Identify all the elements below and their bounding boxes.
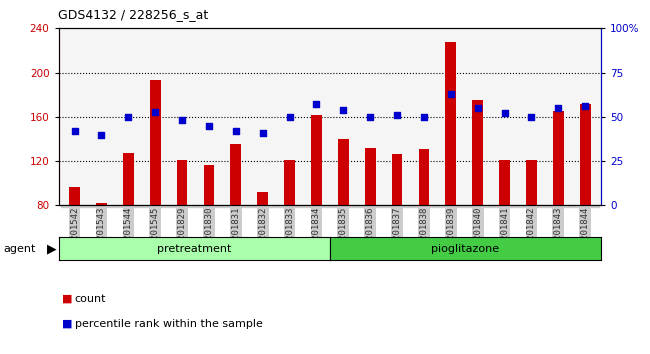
- Text: agent: agent: [3, 244, 36, 254]
- Bar: [357, 205, 384, 207]
- Bar: [473, 100, 483, 205]
- Bar: [150, 80, 161, 205]
- Bar: [518, 205, 545, 207]
- Bar: [88, 205, 115, 207]
- Bar: [330, 205, 357, 207]
- Bar: [284, 160, 295, 205]
- Point: [526, 114, 537, 120]
- Point: [580, 103, 590, 109]
- Bar: [365, 148, 376, 205]
- Bar: [257, 192, 268, 205]
- Text: GDS4132 / 228256_s_at: GDS4132 / 228256_s_at: [58, 8, 209, 21]
- Bar: [572, 205, 599, 207]
- Bar: [392, 154, 402, 205]
- Point: [311, 102, 322, 107]
- Bar: [338, 139, 348, 205]
- Bar: [203, 166, 214, 205]
- Text: ■: ■: [62, 294, 72, 304]
- Bar: [384, 205, 411, 207]
- Point: [203, 123, 214, 129]
- Bar: [464, 205, 491, 207]
- Bar: [491, 205, 518, 207]
- Point: [231, 128, 241, 134]
- Point: [177, 118, 187, 123]
- Text: ▶: ▶: [47, 242, 57, 255]
- Point: [96, 132, 107, 137]
- Point: [419, 114, 429, 120]
- Bar: [249, 205, 276, 207]
- Point: [365, 114, 376, 120]
- Bar: [231, 144, 241, 205]
- Text: count: count: [75, 294, 106, 304]
- Bar: [545, 205, 572, 207]
- Point: [338, 107, 348, 113]
- Bar: [123, 153, 134, 205]
- Bar: [526, 160, 537, 205]
- Bar: [437, 205, 464, 207]
- Point: [499, 110, 510, 116]
- Bar: [222, 205, 249, 207]
- Text: pioglitazone: pioglitazone: [432, 244, 500, 254]
- Point: [284, 114, 294, 120]
- Bar: [196, 205, 222, 207]
- Bar: [419, 149, 429, 205]
- Point: [123, 114, 133, 120]
- Point: [553, 105, 564, 111]
- Bar: [445, 42, 456, 205]
- Point: [473, 105, 483, 111]
- Bar: [142, 205, 168, 207]
- Point: [446, 91, 456, 97]
- Point: [70, 128, 80, 134]
- Bar: [177, 160, 187, 205]
- Bar: [411, 205, 437, 207]
- Bar: [303, 205, 330, 207]
- Point: [150, 109, 161, 114]
- Text: ■: ■: [62, 319, 72, 329]
- Bar: [499, 160, 510, 205]
- Bar: [115, 205, 142, 207]
- Bar: [580, 104, 590, 205]
- Bar: [311, 115, 322, 205]
- Point: [392, 112, 402, 118]
- Bar: [276, 205, 303, 207]
- Bar: [553, 111, 564, 205]
- Text: pretreatment: pretreatment: [157, 244, 231, 254]
- Bar: [168, 205, 196, 207]
- Point: [257, 130, 268, 136]
- Bar: [96, 203, 107, 205]
- Text: percentile rank within the sample: percentile rank within the sample: [75, 319, 263, 329]
- Bar: [70, 187, 80, 205]
- Bar: [61, 205, 88, 207]
